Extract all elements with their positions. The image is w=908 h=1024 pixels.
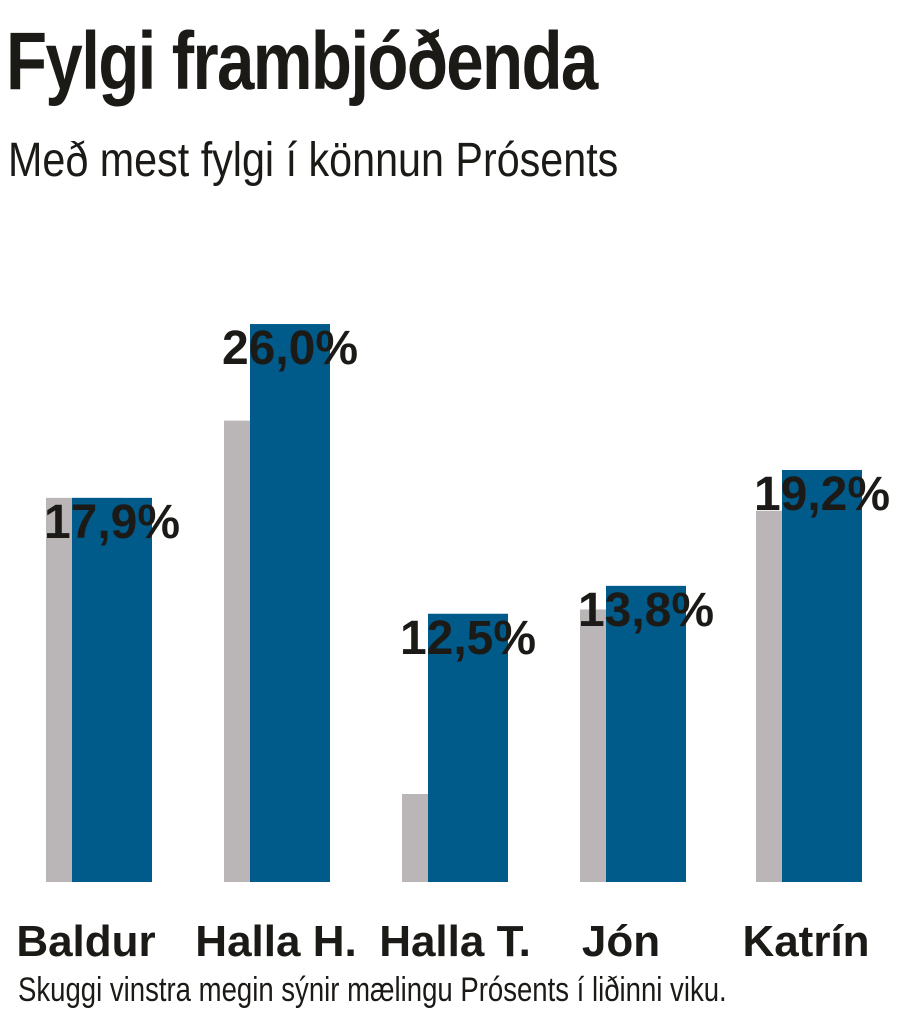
- chart-title: Fylgi frambjóðenda: [6, 16, 598, 107]
- data-label: 19,2%: [754, 468, 890, 521]
- category-label: Katrín: [742, 917, 869, 966]
- current-bar: [782, 469, 862, 882]
- category-label: Halla T.: [379, 917, 531, 966]
- data-label: 13,8%: [578, 584, 714, 637]
- category-label: Baldur: [16, 917, 155, 966]
- current-bar: [606, 585, 686, 882]
- category-label: Jón: [582, 917, 660, 966]
- chart-subtitle: Með mest fylgi í könnun Prósents: [8, 134, 619, 187]
- current-bar: [72, 497, 152, 882]
- category-label: Halla H.: [195, 917, 356, 966]
- data-label: 26,0%: [222, 322, 358, 375]
- footnote: Skuggi vinstra megin sýnir mælingu Próse…: [18, 971, 727, 1009]
- data-label: 17,9%: [44, 496, 180, 549]
- current-bar: [428, 613, 508, 882]
- current-bar: [250, 324, 330, 882]
- data-label: 12,5%: [400, 612, 536, 665]
